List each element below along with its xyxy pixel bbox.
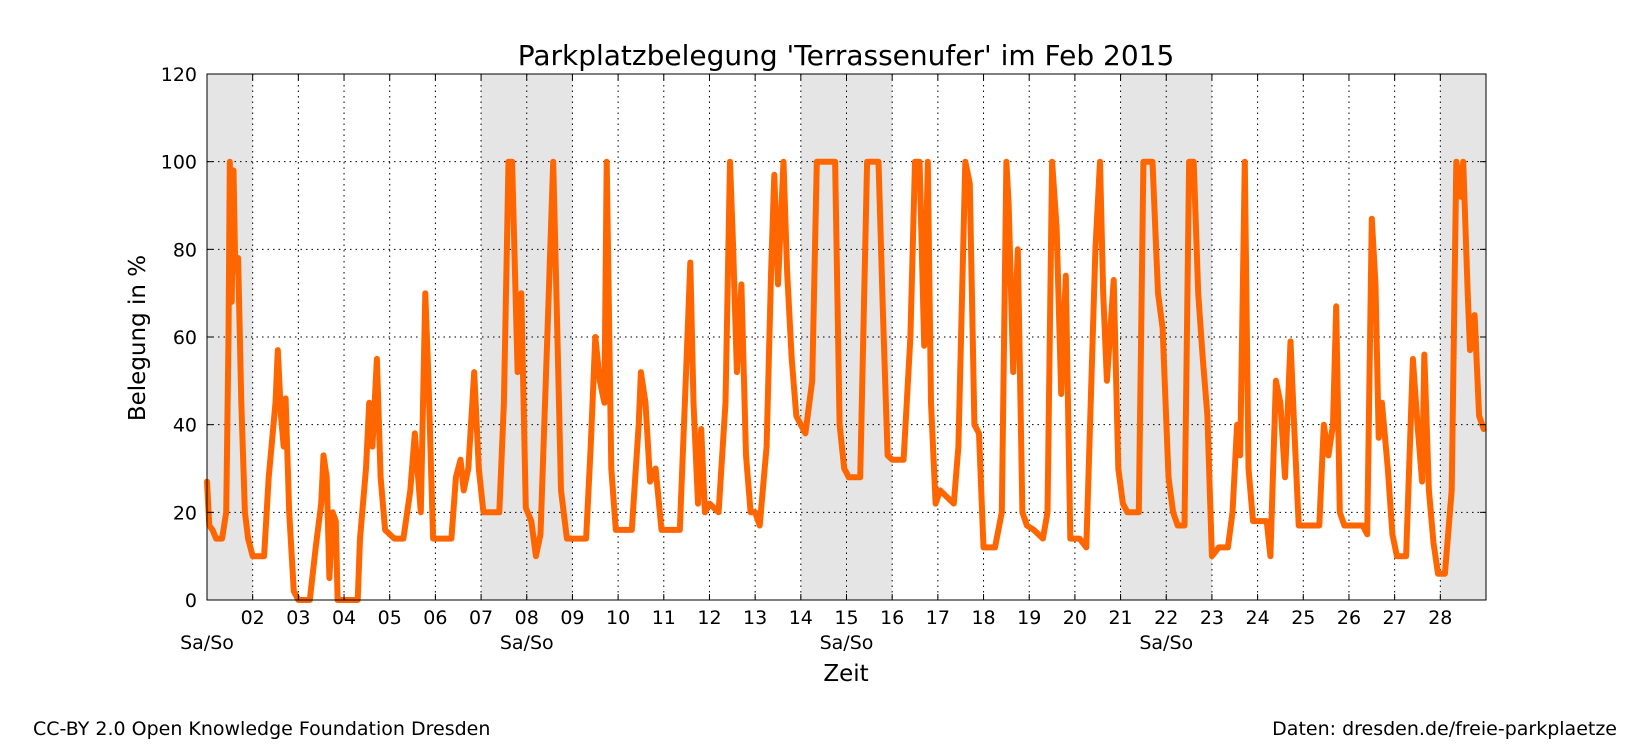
data-source-credit: Daten: dresden.de/freie-parkplaetze xyxy=(1272,718,1617,740)
weekend-label-15: Sa/So xyxy=(820,632,874,654)
x-tick-label-06: 06 xyxy=(423,607,447,629)
y-axis-label: Belegung in % xyxy=(125,255,151,421)
x-tick-label-27: 27 xyxy=(1383,607,1407,629)
x-tick-label-14: 14 xyxy=(789,607,813,629)
x-tick-label-12: 12 xyxy=(697,607,721,629)
chart-title: Parkplatzbelegung 'Terrassenufer' im Feb… xyxy=(518,39,1175,72)
x-tick-label-20: 20 xyxy=(1063,607,1087,629)
y-tick-label-80: 80 xyxy=(173,239,197,261)
x-tick-label-05: 05 xyxy=(378,607,402,629)
x-tick-label-28: 28 xyxy=(1428,607,1452,629)
series-layer xyxy=(204,158,1487,603)
x-tick-label-19: 19 xyxy=(1017,607,1041,629)
weekend-label-8: Sa/So xyxy=(500,632,554,654)
y-tick-label-0: 0 xyxy=(185,590,197,612)
x-tick-label-02: 02 xyxy=(241,607,265,629)
x-tick-label-07: 07 xyxy=(469,607,493,629)
x-tick-label-16: 16 xyxy=(880,607,904,629)
license-credit: CC-BY 2.0 Open Knowledge Foundation Dres… xyxy=(33,718,491,740)
x-axis-ticks: 02 03 04 05 06 07 08 09 10 11 12 13 14 15 16 17 18 19 20 21… xyxy=(241,74,1452,629)
y-tick-label-40: 40 xyxy=(173,415,197,437)
x-tick-label-10: 10 xyxy=(606,607,630,629)
series-line-0 xyxy=(204,158,1487,603)
x-tick-label-03: 03 xyxy=(286,607,310,629)
x-tick-label-24: 24 xyxy=(1246,607,1270,629)
x-tick-label-18: 18 xyxy=(971,607,995,629)
x-tick-label-13: 13 xyxy=(743,607,767,629)
x-tick-label-11: 11 xyxy=(652,607,676,629)
x-tick-label-08: 08 xyxy=(515,607,539,629)
weekend-labels: Sa/So Sa/So Sa/So Sa/So xyxy=(180,632,1193,654)
x-tick-label-23: 23 xyxy=(1200,607,1224,629)
y-axis-ticks: 0 20 40 60 80 100 120 xyxy=(161,64,1486,612)
y-tick-label-20: 20 xyxy=(173,502,197,524)
x-tick-label-09: 09 xyxy=(560,607,584,629)
x-axis-label: Zeit xyxy=(823,661,868,687)
y-tick-label-60: 60 xyxy=(173,327,197,349)
y-tick-label-100: 100 xyxy=(161,152,197,174)
x-tick-label-04: 04 xyxy=(332,607,356,629)
x-tick-label-17: 17 xyxy=(926,607,950,629)
weekend-label-22: Sa/So xyxy=(1139,632,1193,654)
x-tick-label-22: 22 xyxy=(1154,607,1178,629)
x-tick-label-25: 25 xyxy=(1291,607,1315,629)
x-tick-label-26: 26 xyxy=(1337,607,1361,629)
x-tick-label-15: 15 xyxy=(834,607,858,629)
y-tick-label-120: 120 xyxy=(161,64,197,86)
x-tick-label-21: 21 xyxy=(1108,607,1132,629)
weekend-label-1: Sa/So xyxy=(180,632,234,654)
